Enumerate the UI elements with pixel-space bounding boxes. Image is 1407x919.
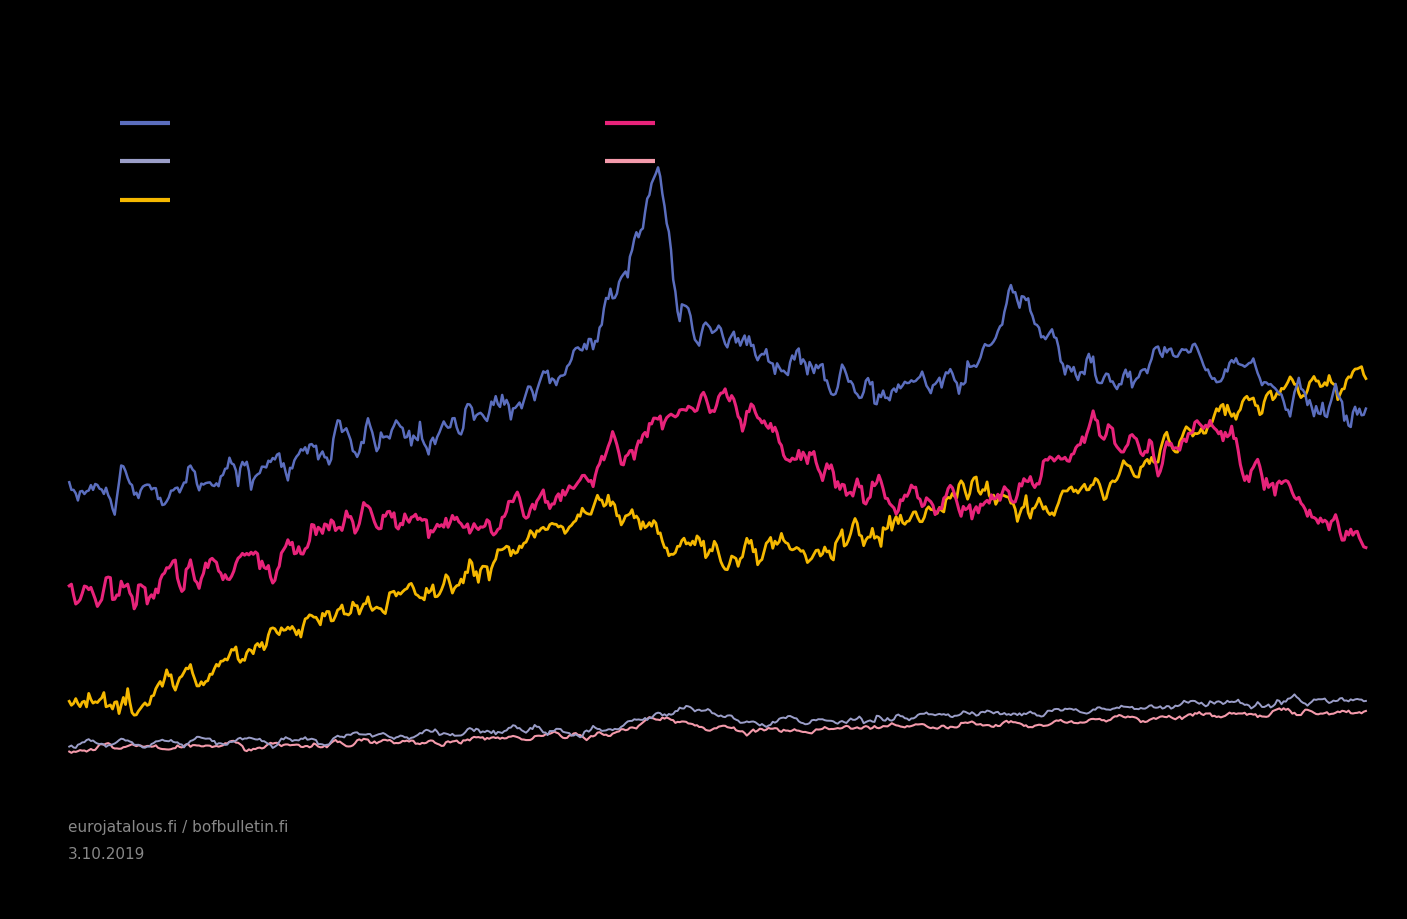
Text: eurojatalous.fi / bofbulletin.fi: eurojatalous.fi / bofbulletin.fi bbox=[68, 820, 288, 834]
Text: 3.10.2019: 3.10.2019 bbox=[68, 847, 145, 862]
